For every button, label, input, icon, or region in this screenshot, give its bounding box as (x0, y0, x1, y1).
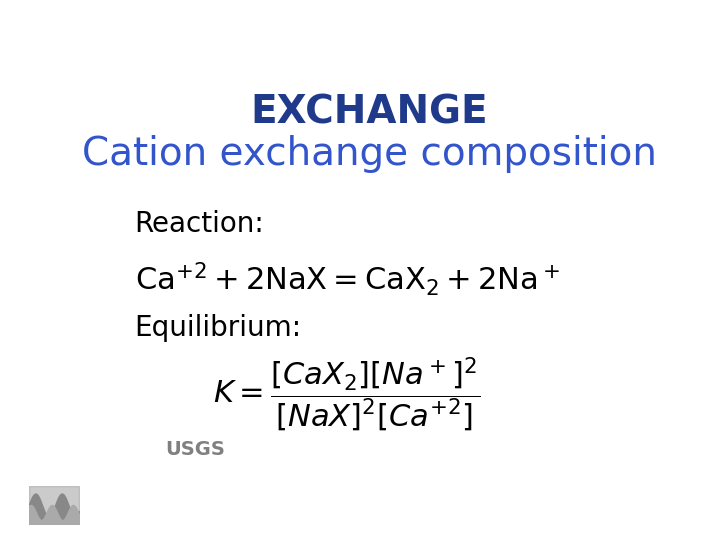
Text: $\mathregular{Ca^{+2} + 2NaX = CaX_2 + 2Na^+}$: $\mathregular{Ca^{+2} + 2NaX = CaX_2 + 2… (135, 260, 560, 298)
Text: EXCHANGE: EXCHANGE (250, 94, 488, 132)
Text: Equilibrium:: Equilibrium: (135, 314, 302, 342)
Text: Reaction:: Reaction: (135, 210, 264, 238)
Text: USGS: USGS (166, 440, 225, 459)
Text: Cation exchange composition: Cation exchange composition (81, 136, 657, 173)
Text: $K = \dfrac{[CaX_2][Na^+]^2}{[NaX]^2[Ca^{+2}]}$: $K = \dfrac{[CaX_2][Na^+]^2}{[NaX]^2[Ca^… (213, 356, 480, 434)
